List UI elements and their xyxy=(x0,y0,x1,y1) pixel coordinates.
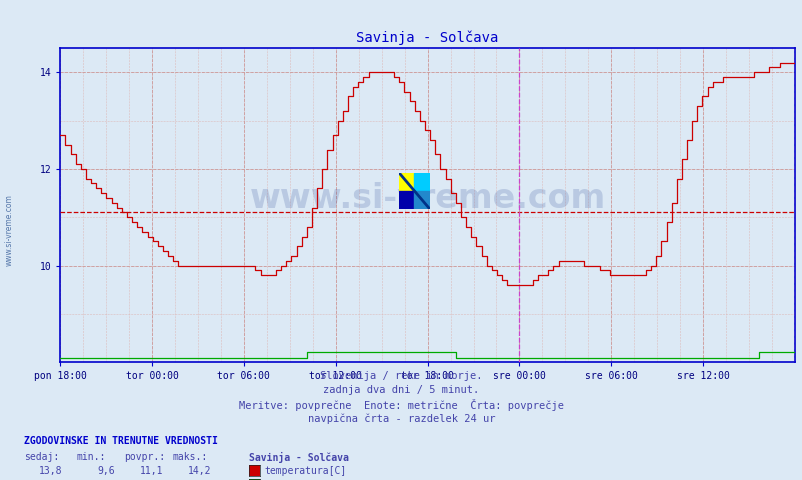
Text: 9,6: 9,6 xyxy=(97,466,115,476)
Text: Slovenija / reke in morje.: Slovenija / reke in morje. xyxy=(320,371,482,381)
Text: 11,1: 11,1 xyxy=(140,466,163,476)
Text: www.si-vreme.com: www.si-vreme.com xyxy=(5,194,14,266)
Bar xyxy=(399,173,414,191)
Text: povpr.:: povpr.: xyxy=(124,452,165,462)
Text: zadnja dva dni / 5 minut.: zadnja dva dni / 5 minut. xyxy=(323,385,479,395)
Text: sedaj:: sedaj: xyxy=(24,452,59,462)
Title: Savinja - Solčava: Savinja - Solčava xyxy=(356,31,498,46)
Text: Meritve: povprečne  Enote: metrične  Črta: povprečje: Meritve: povprečne Enote: metrične Črta:… xyxy=(239,399,563,411)
Text: Savinja - Solčava: Savinja - Solčava xyxy=(249,452,348,463)
Text: ZGODOVINSKE IN TRENUTNE VREDNOSTI: ZGODOVINSKE IN TRENUTNE VREDNOSTI xyxy=(24,436,217,446)
Text: maks.:: maks.: xyxy=(172,452,208,462)
Text: 13,8: 13,8 xyxy=(39,466,63,476)
Bar xyxy=(399,191,414,209)
Text: temperatura[C]: temperatura[C] xyxy=(264,466,346,476)
Text: www.si-vreme.com: www.si-vreme.com xyxy=(249,182,605,216)
Text: 14,2: 14,2 xyxy=(188,466,211,476)
Text: min.:: min.: xyxy=(76,452,106,462)
Text: navpična črta - razdelek 24 ur: navpična črta - razdelek 24 ur xyxy=(307,414,495,424)
Bar xyxy=(414,191,429,209)
Bar xyxy=(414,173,429,191)
